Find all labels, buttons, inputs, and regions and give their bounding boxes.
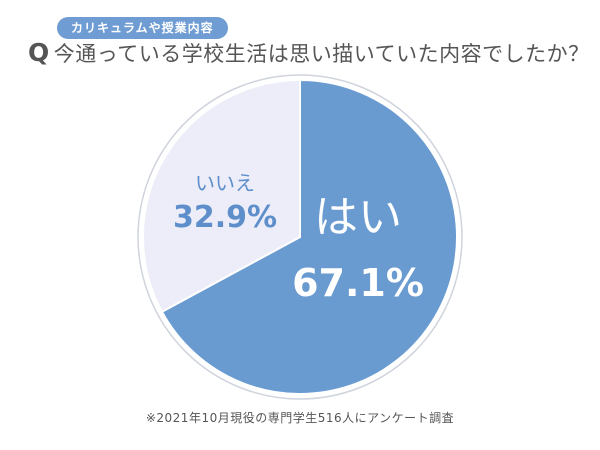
- chart-title: Q 今通っている学校生活は思い描いていた内容でしたか？: [28, 38, 590, 68]
- category-badge: カリキュラムや授業内容: [57, 17, 228, 39]
- survey-footnote: ※2021年10月現役の専門学生516人にアンケート調査: [145, 411, 455, 425]
- q-mark: Q: [28, 38, 50, 67]
- slice-label: いいえ: [195, 171, 255, 195]
- title-text: 今通っている学校生活は思い描いていた内容でしたか？: [53, 42, 590, 66]
- pie-slice-no: [142, 78, 301, 314]
- pie-slice-yes: [160, 78, 458, 395]
- slice-value-label: 67.1%: [292, 261, 424, 305]
- slice-label: はい: [314, 192, 402, 243]
- slice-value-label: 32.9%: [173, 200, 277, 235]
